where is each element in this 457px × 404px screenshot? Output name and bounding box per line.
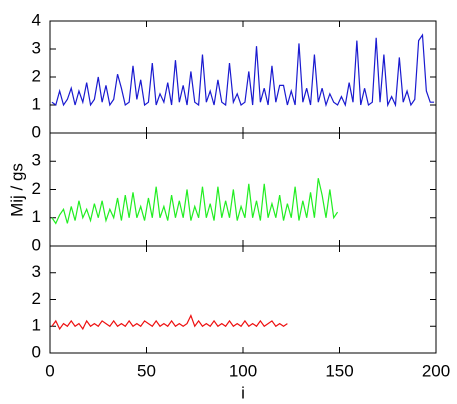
y-tick-label: 1 [32, 94, 41, 113]
data-line [51, 33, 435, 108]
data-line [51, 178, 339, 225]
x-tick-label: 0 [45, 361, 54, 380]
x-tick-label: 50 [137, 361, 156, 380]
y-tick-label: 2 [32, 66, 41, 85]
y-tick-label: 1 [32, 207, 41, 226]
y-tick-label: 4 [32, 10, 41, 29]
y-tick-label: 2 [32, 179, 41, 198]
x-tick-label: 150 [325, 361, 353, 380]
x-axis-label: i [241, 383, 245, 402]
plot-frame [49, 245, 437, 354]
y-tick-label: 1 [32, 316, 41, 335]
x-tick-label: 100 [229, 361, 257, 380]
y-tick-label: 0 [32, 342, 41, 361]
y-tick-label: 3 [32, 262, 41, 281]
plot-frame [49, 132, 437, 247]
y-tick-label: 0 [32, 235, 41, 254]
data-line [51, 314, 288, 331]
y-tick-label: 2 [32, 289, 41, 308]
y-tick-label: 0 [32, 122, 41, 141]
y-tick-label: 3 [32, 151, 41, 170]
x-tick-label: 200 [422, 361, 450, 380]
y-tick-label: 3 [32, 38, 41, 57]
y-axis-label: Mij / gs [7, 163, 26, 217]
